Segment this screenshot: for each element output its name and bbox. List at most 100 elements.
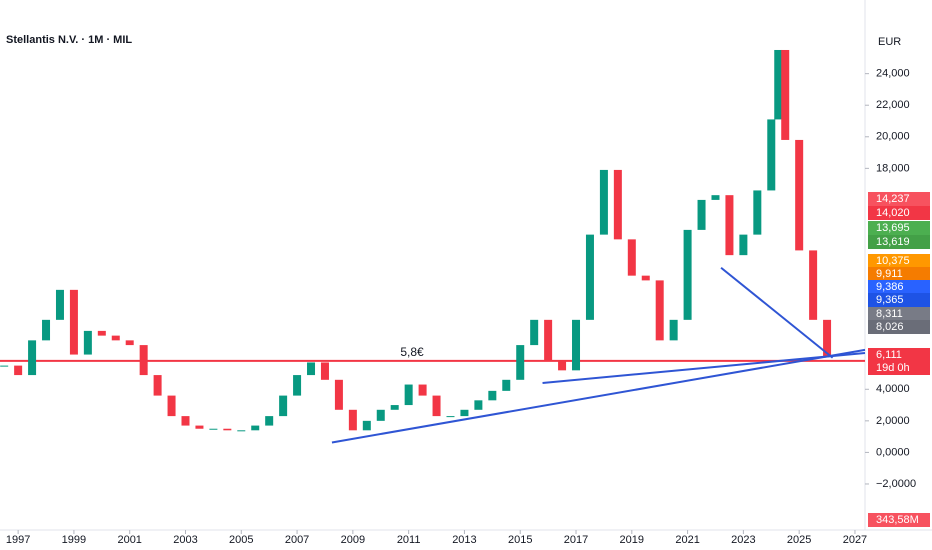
candle xyxy=(320,362,329,380)
x-tick-label: 2015 xyxy=(508,534,532,546)
candle xyxy=(781,49,790,140)
x-tick-label: 2019 xyxy=(620,534,644,546)
price-badge xyxy=(868,361,930,375)
candle xyxy=(195,425,204,429)
currency-label: EUR xyxy=(878,36,901,48)
candle xyxy=(725,195,734,256)
trend-line xyxy=(720,266,834,359)
x-tick-label: 2021 xyxy=(675,534,699,546)
candle xyxy=(774,49,783,120)
y-tick-label: 4,0000 xyxy=(876,383,910,395)
candle xyxy=(251,425,260,431)
price-badge xyxy=(868,206,930,220)
candle xyxy=(711,195,720,200)
price-badge xyxy=(868,307,930,321)
candle xyxy=(544,319,553,361)
candle xyxy=(153,375,162,396)
candle xyxy=(97,330,106,336)
x-tick-label: 2007 xyxy=(285,534,309,546)
candle xyxy=(697,199,706,230)
candle xyxy=(279,395,288,417)
candle xyxy=(572,319,581,371)
volume-badge-label: 343,58M xyxy=(876,514,919,526)
price-badge xyxy=(868,280,930,294)
price-badge-label: 13,695 xyxy=(876,222,910,234)
candle xyxy=(209,428,218,430)
price-badge-label: 14,237 xyxy=(876,193,910,205)
candle xyxy=(474,400,483,410)
candle xyxy=(167,395,176,417)
chart-title: Stellantis N.V. · 1M · MIL xyxy=(6,34,132,46)
price-badge-label: 8,026 xyxy=(876,321,904,333)
x-tick-label: 2011 xyxy=(397,534,421,546)
price-badge xyxy=(868,254,930,268)
price-badge-label: 14,020 xyxy=(876,207,910,219)
candle xyxy=(111,335,120,341)
candle xyxy=(390,405,399,410)
y-tick-label: −2,0000 xyxy=(876,478,916,490)
x-tick-label: 2013 xyxy=(452,534,476,546)
price-badge-label: 10,375 xyxy=(876,255,910,267)
price-badge xyxy=(868,348,930,362)
price-badge xyxy=(868,235,930,249)
candle xyxy=(753,190,762,235)
x-tick-label: 2017 xyxy=(564,534,588,546)
price-badge-label: 6,111 xyxy=(876,349,902,361)
candle xyxy=(683,229,692,320)
candle xyxy=(83,330,92,355)
candle xyxy=(460,409,469,417)
x-tick-label: 2003 xyxy=(173,534,197,546)
candle xyxy=(307,362,316,376)
candle xyxy=(613,169,622,240)
candle xyxy=(502,379,511,391)
candle xyxy=(69,289,78,355)
candle xyxy=(0,365,9,367)
candle xyxy=(641,275,650,281)
y-tick-label: 22,000 xyxy=(876,99,910,111)
candle xyxy=(348,409,357,431)
x-tick-label: 2023 xyxy=(731,534,755,546)
candle xyxy=(823,319,832,357)
candle xyxy=(55,289,64,320)
x-tick-label: 2027 xyxy=(843,534,867,546)
candle xyxy=(14,365,23,376)
x-tick-label: 1999 xyxy=(62,534,86,546)
x-tick-label: 2005 xyxy=(229,534,253,546)
price-badge-label: 8,311 xyxy=(876,308,903,320)
candle xyxy=(418,384,427,396)
candle xyxy=(181,416,190,426)
price-badge xyxy=(868,192,930,206)
price-badge xyxy=(868,320,930,334)
candle xyxy=(223,428,232,431)
candle xyxy=(767,119,776,191)
candle xyxy=(293,375,302,396)
x-tick-label: 2001 xyxy=(117,534,141,546)
candle xyxy=(809,250,818,320)
candle xyxy=(28,340,37,376)
price-badge xyxy=(868,221,930,235)
price-badge xyxy=(868,293,930,307)
candle xyxy=(488,390,497,401)
candle xyxy=(599,169,608,235)
candle xyxy=(334,379,343,410)
candle xyxy=(42,319,51,341)
candle xyxy=(432,395,441,417)
candle xyxy=(404,384,413,406)
x-tick-label: 2025 xyxy=(787,534,811,546)
candle xyxy=(655,280,664,341)
trend-line xyxy=(542,351,866,384)
candle xyxy=(516,345,525,380)
price-badge-label: 9,365 xyxy=(876,294,904,306)
volume-badge xyxy=(868,513,930,527)
x-tick-label: 1997 xyxy=(6,534,30,546)
price-badge-label: 9,386 xyxy=(876,281,904,293)
candle xyxy=(237,430,246,432)
support-label: 5,8€ xyxy=(400,345,424,359)
candle xyxy=(265,416,274,426)
candle xyxy=(530,319,539,346)
candle xyxy=(376,409,385,421)
price-badge-label: 9,911 xyxy=(876,268,903,280)
candle xyxy=(585,234,594,320)
